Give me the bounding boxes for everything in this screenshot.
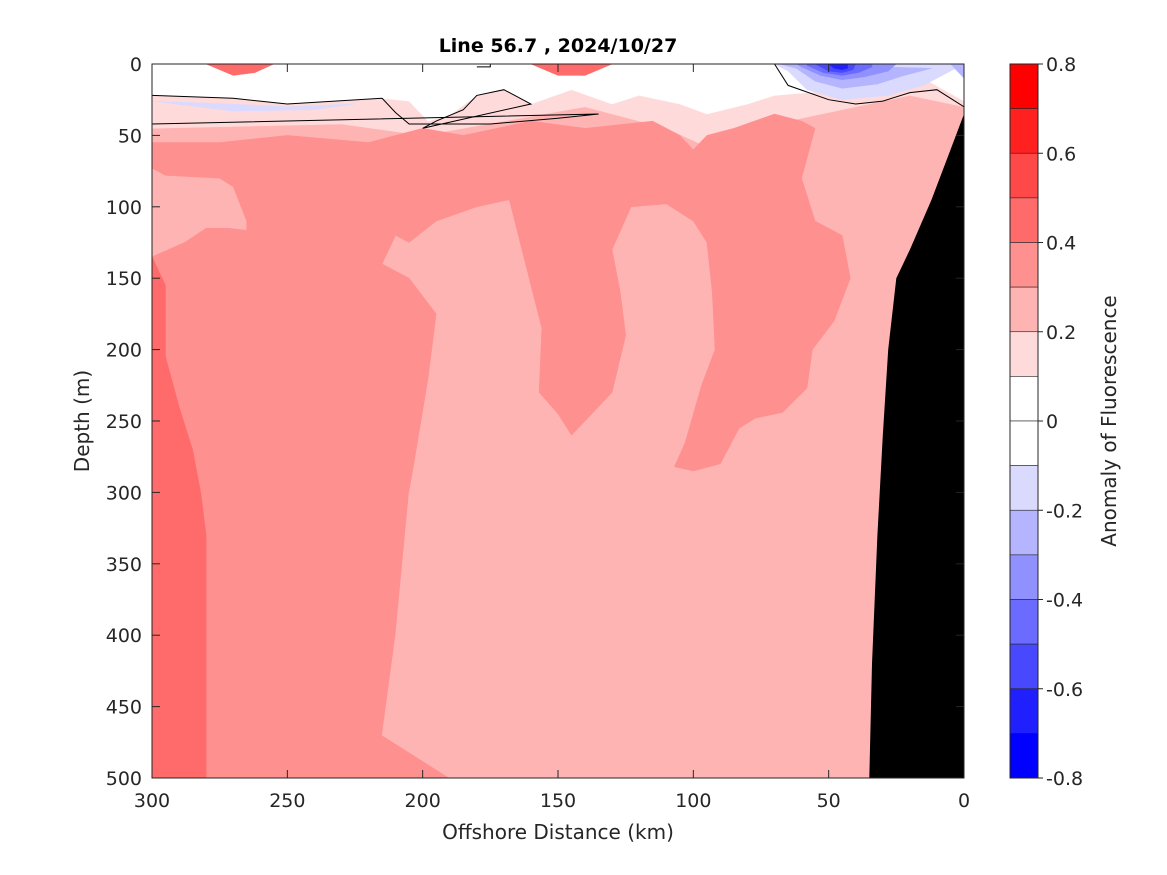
contour-fill-regions: [152, 64, 964, 778]
x-tick-label: 200: [405, 790, 441, 812]
x-tick-label: 250: [269, 790, 305, 812]
y-tick-label: 0: [130, 54, 142, 76]
colorbar-ticks: 0.8 0.6 0.4 0.2 0 -0.2 -0.4 -0.6 -0.8: [1038, 54, 1083, 790]
colorbar-swatch-11: [1009, 554, 1039, 600]
y-axis-label: Depth (m): [70, 370, 94, 472]
colorbar-tick-label: 0.8: [1046, 54, 1076, 76]
colorbar-swatch-7: [1009, 376, 1039, 422]
colorbar-swatch-6: [1009, 331, 1039, 377]
contour-region-5: [206, 64, 274, 76]
contour-line-0: [152, 94, 599, 125]
colorbar-swatch-1: [1009, 108, 1039, 154]
plot-area: [152, 64, 964, 778]
contour-region-6: [530, 64, 613, 76]
y-tick-label: 300: [106, 482, 142, 504]
x-tick-label: 0: [958, 790, 970, 812]
x-tick-label: 300: [134, 790, 170, 812]
contour-region-16: [950, 64, 964, 79]
x-tick-label: 150: [540, 790, 576, 812]
y-tick-label: 350: [106, 554, 142, 576]
x-tick-label: 50: [817, 790, 841, 812]
y-tick-label: 200: [106, 340, 142, 362]
colorbar-swatch-13: [1009, 643, 1039, 690]
colorbar-swatch-5: [1009, 286, 1039, 333]
colorbar-label: Anomaly of Fluorescence: [1097, 295, 1121, 546]
colorbar-tick-label: 0.2: [1046, 322, 1076, 344]
colorbar-swatch-2: [1009, 152, 1039, 199]
y-tick-label: 450: [106, 697, 142, 719]
contour-region-9: [152, 100, 356, 112]
colorbar: [1009, 63, 1039, 779]
colorbar-swatch-14: [1009, 688, 1039, 734]
colorbar-tick-label: 0: [1046, 411, 1058, 433]
zero-contour-lines: [152, 64, 964, 129]
contour-region-3: [152, 113, 851, 778]
colorbar-swatch-4: [1009, 242, 1039, 288]
colorbar-tick-label: 0.4: [1046, 233, 1076, 255]
colorbar-tick-label: -0.8: [1046, 768, 1083, 790]
x-tick-label: 100: [675, 790, 711, 812]
chart-title: Line 56.7 , 2024/10/27: [439, 35, 678, 57]
land-mask: [869, 114, 964, 778]
y-tick-label: 50: [118, 125, 142, 147]
colorbar-tick-label: -0.6: [1046, 679, 1083, 701]
colorbar-swatch-15: [1009, 733, 1039, 779]
x-axis-label: Offshore Distance (km): [442, 820, 674, 844]
y-tick-label: 150: [106, 268, 142, 290]
contour-region-7: [152, 749, 180, 778]
colorbar-tick-label: 0.6: [1046, 143, 1076, 165]
x-axis-ticks: 300 250 200 150 100 50 0: [134, 64, 970, 812]
colorbar-tick-label: -0.4: [1046, 590, 1083, 612]
colorbar-swatch-10: [1009, 509, 1039, 556]
contour-line-1: [422, 89, 533, 129]
y-axis-ticks: 0 50 100 150 200 250 300 350 400 450 500: [106, 54, 964, 790]
colorbar-swatch-9: [1009, 465, 1039, 511]
colorbar-swatch-12: [1009, 599, 1039, 645]
y-tick-label: 100: [106, 197, 142, 219]
colorbar-tick-label: -0.2: [1046, 500, 1083, 522]
y-tick-label: 250: [106, 411, 142, 433]
bathymetry-land: [869, 114, 964, 778]
contour-region-15: [828, 64, 848, 70]
colorbar-swatch-3: [1009, 197, 1039, 243]
colorbar-swatch-0: [1009, 63, 1039, 109]
y-tick-label: 500: [106, 768, 142, 790]
colorbar-swatch-8: [1009, 420, 1039, 466]
contour-region-4: [152, 256, 207, 778]
contour-line-2: [476, 64, 491, 68]
contour-line-3: [774, 64, 964, 108]
y-tick-label: 400: [106, 625, 142, 647]
contour-region-8: [381, 413, 491, 778]
